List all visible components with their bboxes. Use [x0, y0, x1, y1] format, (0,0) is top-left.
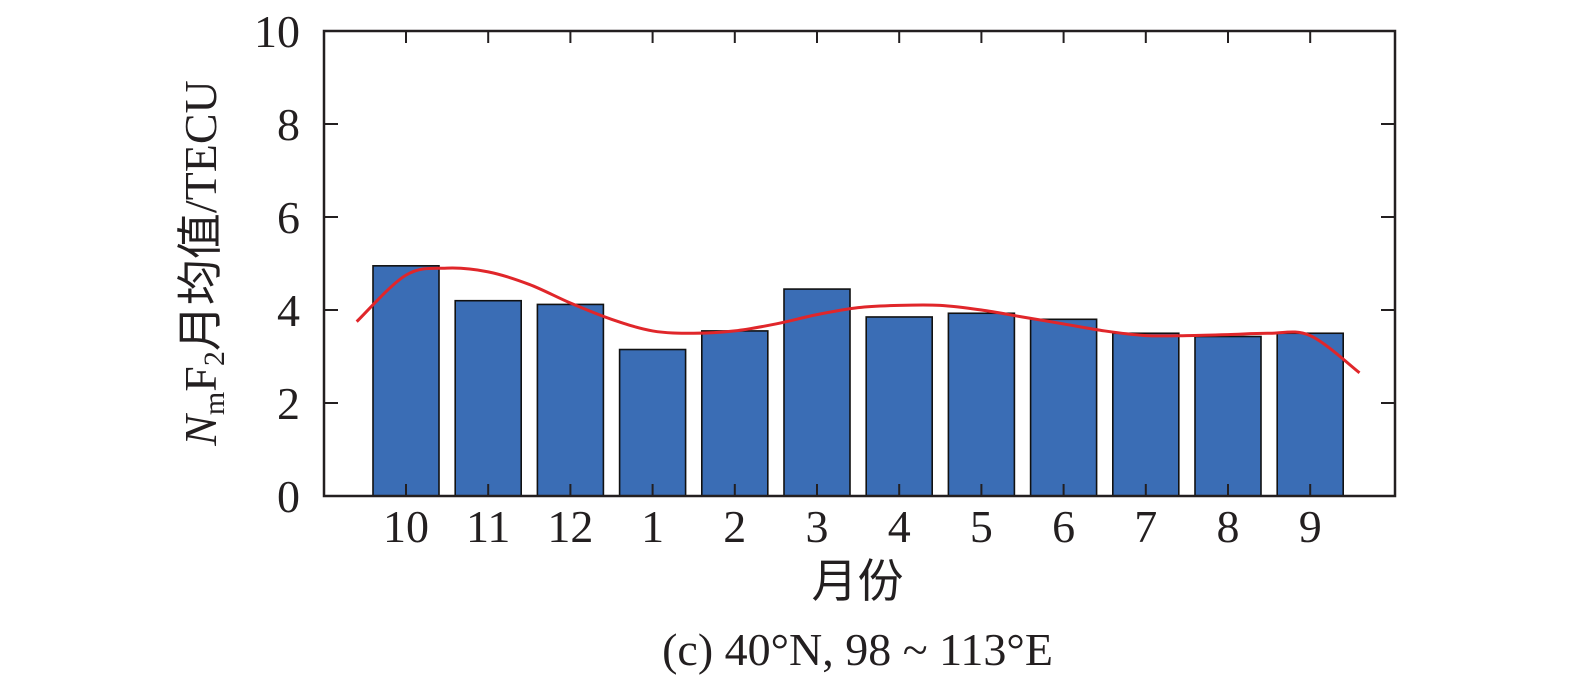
chart-caption: (c) 40°N, 98 ~ 113°E [662, 624, 1053, 675]
fit-curve [355, 266, 1361, 374]
x-tick-label-12: 12 [547, 501, 593, 552]
y-tick-label-8: 8 [277, 99, 300, 150]
y-tick-label-2: 2 [277, 378, 300, 429]
x-tick-label-7: 7 [1134, 501, 1157, 552]
y-axis-title-subscript-m: m [198, 392, 231, 415]
x-tick-label-1: 1 [641, 501, 664, 552]
bar-month-12 [536, 303, 605, 497]
y-tick-label-6: 6 [277, 192, 300, 243]
y-axis: 0 2 4 6 8 10 [254, 6, 1395, 522]
x-axis: 10 11 12 1 2 3 4 5 6 7 8 9 [383, 31, 1322, 552]
bar-month-9 [1276, 332, 1344, 497]
y-axis-title: NmF2月均值/TECU [175, 80, 231, 447]
bar-month-7 [1112, 332, 1180, 497]
bar-month-6 [1029, 318, 1098, 497]
bar-month-8 [1194, 335, 1262, 497]
x-tick-label-3: 3 [806, 501, 829, 552]
x-tick-label-4: 4 [888, 501, 911, 552]
bar-month-3 [783, 288, 851, 497]
y-tick-label-4: 4 [277, 285, 300, 336]
x-tick-label-2: 2 [723, 501, 746, 552]
y-axis-title-symbol-f: F [175, 366, 226, 392]
x-tick-label-9: 9 [1299, 501, 1322, 552]
y-axis-title-symbol-n: N [175, 413, 226, 447]
plot-frame [322, 29, 1397, 498]
bar-month-2 [700, 330, 769, 497]
bar-month-1 [618, 348, 687, 497]
x-tick-label-5: 5 [970, 501, 993, 552]
y-tick-label-0: 0 [277, 471, 300, 522]
bar-month-4 [865, 316, 934, 497]
y-tick-label-10: 10 [254, 6, 300, 57]
x-tick-label-10: 10 [383, 501, 429, 552]
x-tick-label-8: 8 [1217, 501, 1240, 552]
y-axis-title-subscript-2: 2 [198, 351, 231, 366]
bar-month-10 [372, 265, 440, 497]
x-tick-label-6: 6 [1052, 501, 1075, 552]
x-tick-label-11: 11 [466, 501, 510, 552]
bars-layer [372, 265, 1344, 497]
bar-month-5 [947, 312, 1016, 497]
bar-month-11 [454, 299, 523, 497]
curve-layer [355, 266, 1361, 374]
y-axis-title-unit: 月均值/TECU [175, 80, 226, 351]
x-axis-title: 月份 [812, 556, 904, 607]
